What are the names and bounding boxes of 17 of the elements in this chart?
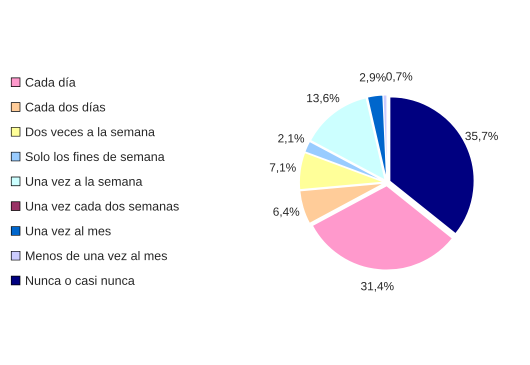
legend-label: Solo los fines de semana [26,152,165,162]
legend-label: Menos de una vez al mes [26,251,167,260]
legend-label: Cada día [26,77,76,87]
data-label: 35,7% [465,132,498,142]
data-label: 0,7% [386,72,412,82]
data-label: 2,1% [278,134,304,144]
data-label: 13,6% [307,94,340,104]
legend-label: Una vez cada dos semanas [26,201,179,211]
legend-label: Nunca o casi nunca [26,276,135,285]
data-label: 2,9% [360,73,386,83]
data-label: 31,4% [361,282,394,292]
data-label: 6,4% [273,207,300,218]
legend-label: Una vez a la semana [26,176,142,186]
legend-label: Cada dos días [26,102,106,112]
legend-label: Dos veces a la semana [26,127,155,136]
legend-label: Una vez al mes [26,226,111,236]
data-label: 7,1% [270,163,296,174]
